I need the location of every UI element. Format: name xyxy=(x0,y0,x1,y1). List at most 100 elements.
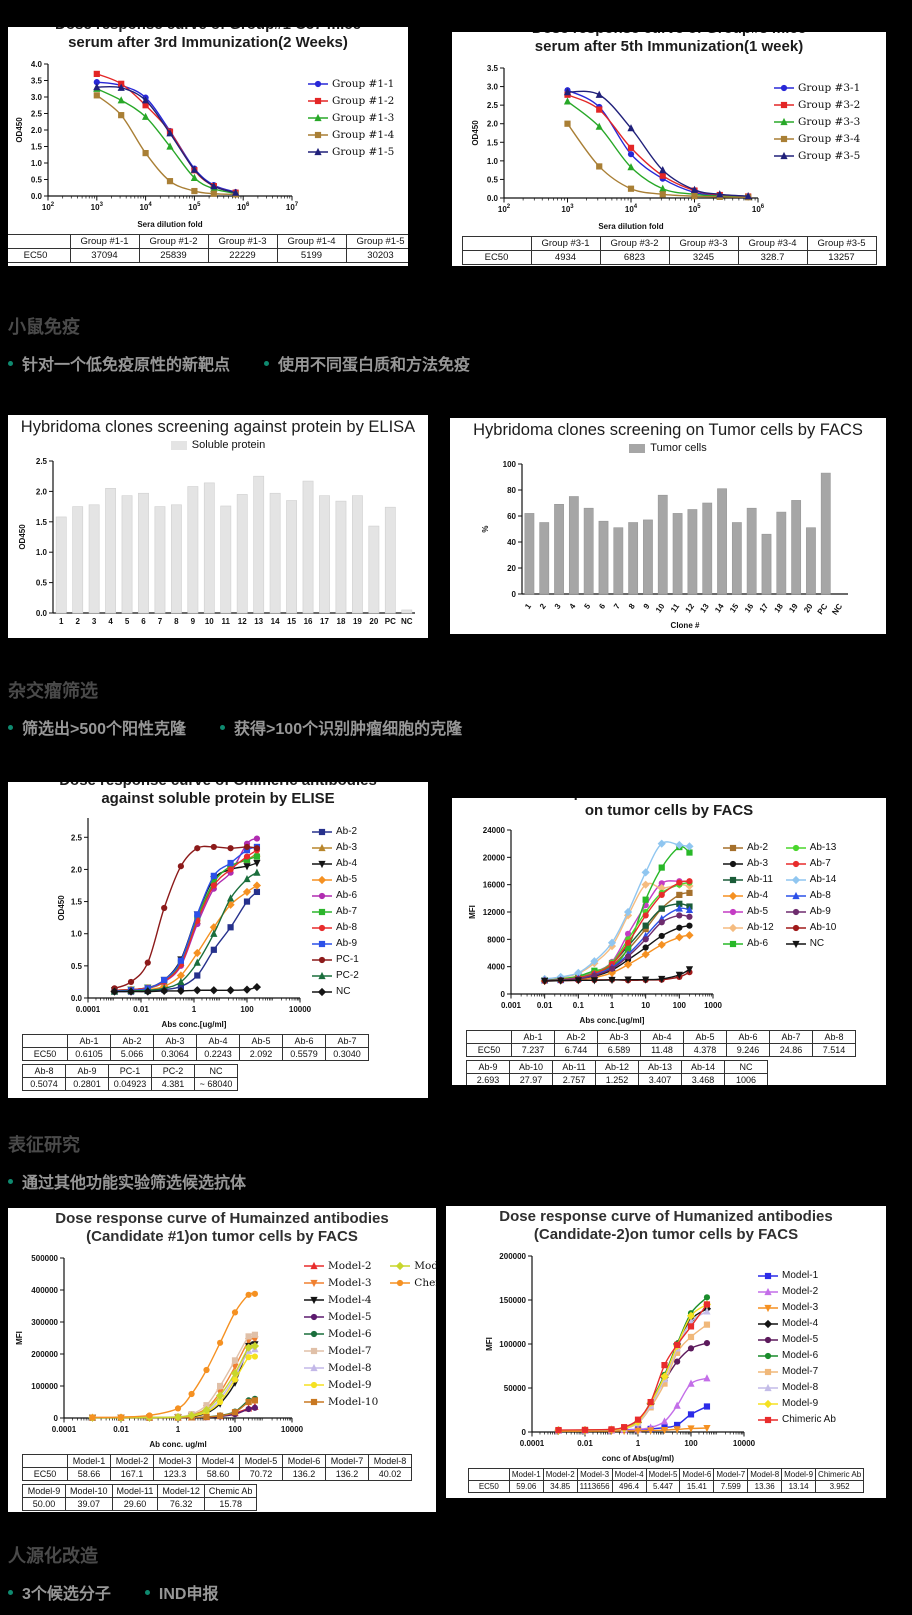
table-header-cell: Ab-9 xyxy=(466,1060,510,1074)
legend-item: Model-9 xyxy=(758,1398,836,1409)
legend-label: Ab-2 xyxy=(747,842,769,853)
svg-text:20: 20 xyxy=(369,617,378,626)
circle-marker-icon xyxy=(758,1336,778,1343)
table-header-cell: Group #1-3 xyxy=(207,234,278,249)
svg-text:1.0: 1.0 xyxy=(36,548,48,557)
legend-label: Model-1 xyxy=(782,1270,819,1281)
legend-item: Ab-3 xyxy=(312,842,359,853)
table-value-cell: 0.2243 xyxy=(196,1047,240,1061)
svg-text:80: 80 xyxy=(507,486,516,495)
svg-text:0.5: 0.5 xyxy=(31,176,43,185)
table-header-cell: Model-12 xyxy=(157,1484,205,1498)
svg-text:0: 0 xyxy=(54,1414,59,1423)
table-header-cell: Model-5 xyxy=(645,1468,681,1481)
legend-item: Group #3-1 xyxy=(774,82,860,94)
table-value-cell: 0.04923 xyxy=(108,1077,152,1091)
ec50-tables: Ab-1 Ab-2 Ab-3 Ab-4 Ab-5 Ab-6 Ab-7 Ab-8 EC50 7.23… xyxy=(452,1030,886,1085)
legend-label: PC-1 xyxy=(336,954,359,965)
triangle-down-marker-icon xyxy=(785,940,806,948)
svg-text:102: 102 xyxy=(498,204,511,214)
chart-legend: Tumor cells xyxy=(629,440,707,456)
legend-label: Ab-8 xyxy=(809,890,831,901)
svg-text:104: 104 xyxy=(625,204,638,214)
legend-label: Ab-9 xyxy=(809,906,831,917)
panel-humanized-candidate1: Dose response curve of Humainzed antibod… xyxy=(8,1208,436,1512)
ec50-table: Model-9 Model-10 Model-11 Model-12 Chemic Ab… xyxy=(22,1484,258,1511)
legend-item: Group #3-4 xyxy=(774,133,860,145)
svg-text:106: 106 xyxy=(752,204,765,214)
legend-item: Group #1-1 xyxy=(308,78,394,90)
circle-marker-icon xyxy=(785,924,806,931)
svg-text:40: 40 xyxy=(507,538,516,547)
legend-item: Model-5 xyxy=(304,1311,378,1323)
table-header-cell: Group #3-4 xyxy=(737,236,808,251)
svg-text:500000: 500000 xyxy=(31,1254,58,1263)
svg-text:100: 100 xyxy=(240,1005,254,1014)
legend-item: Model-2 xyxy=(758,1286,836,1297)
legend-item: Ab-9 xyxy=(785,906,837,917)
table-value-cell: 58.66 xyxy=(67,1467,111,1481)
table-header-cell: Group #1-1 xyxy=(69,234,140,249)
section-bullets: 通过其他功能实验筛选候选抗体 xyxy=(8,1169,246,1193)
table-header-cell: Model-7 xyxy=(713,1468,749,1481)
y-axis-label: % xyxy=(481,525,490,532)
legend-label: Ab-7 xyxy=(809,858,831,869)
chart-title: Dose response curve of Humainzed antibod… xyxy=(8,1208,436,1246)
svg-text:50000: 50000 xyxy=(504,1384,527,1393)
svg-text:0.0: 0.0 xyxy=(487,194,499,203)
svg-text:7: 7 xyxy=(158,617,163,626)
legend-item: Ab-6 xyxy=(312,890,359,901)
legend-item: PC-2 xyxy=(312,970,359,981)
legend-label: Model-3 xyxy=(782,1302,819,1313)
svg-text:1: 1 xyxy=(523,602,533,611)
legend-label: Group #3-4 xyxy=(798,133,861,145)
legend-item: Group #1-5 xyxy=(308,146,394,158)
square-marker-icon xyxy=(723,940,743,947)
legend-label: Soluble protein xyxy=(191,439,266,451)
svg-text:15: 15 xyxy=(287,617,296,626)
bullet-item: 使用不同蛋白质和方法免疫 xyxy=(264,351,470,375)
svg-text:3.0: 3.0 xyxy=(487,83,499,92)
panel-hybridoma-facs: Hybridoma clones screening on Tumor cell… xyxy=(450,418,886,634)
chart-title: Hybridoma clones screening against prote… xyxy=(8,415,428,437)
legend-label: Model-9 xyxy=(328,1379,372,1391)
triangle-down-marker-icon xyxy=(304,1279,324,1288)
table-value-cell: 0.6105 xyxy=(67,1047,111,1061)
circle-marker-icon xyxy=(308,80,328,88)
table-header-cell: Model-9 xyxy=(781,1468,817,1481)
svg-text:19: 19 xyxy=(787,602,800,615)
legend-item: Ab-4 xyxy=(723,890,774,901)
table-value-cell: 40.02 xyxy=(368,1467,412,1481)
legend-item: Model-4 xyxy=(304,1294,378,1306)
svg-text:24000: 24000 xyxy=(483,826,506,835)
diamond-marker-icon xyxy=(723,891,743,900)
panel-group1-serum-elisa: Dose response curve of Group#1 C57 mices… xyxy=(8,14,408,266)
table-header-cell: Model-3 xyxy=(576,1468,613,1481)
table-value-cell: 13.36 xyxy=(747,1480,783,1493)
legend-item: Chimeric Ab xyxy=(758,1414,836,1425)
table-header-cell: Ab-5 xyxy=(239,1034,283,1048)
chart-legend: Model-1 Model-2 Model-3 Model-4 Model-5 Model… xyxy=(758,1244,850,1425)
circle-marker-icon xyxy=(312,892,332,899)
table-value-cell: 5.447 xyxy=(645,1480,681,1493)
table-header-cell: Ab-1 xyxy=(511,1030,555,1044)
table-header-cell: Ab-2 xyxy=(554,1030,598,1044)
legend-item: Ab-3 xyxy=(723,858,774,869)
title-occluder xyxy=(452,18,886,32)
svg-text:1.0: 1.0 xyxy=(71,930,83,939)
svg-text:1.5: 1.5 xyxy=(31,143,43,152)
circle-marker-icon xyxy=(304,1313,324,1321)
svg-text:0.0: 0.0 xyxy=(31,192,43,201)
legend-label: Model-6 xyxy=(328,1328,372,1340)
chart-title-line: (Candidate-2)on tumor cells by FACS xyxy=(533,1226,799,1243)
legend-item: Model-5 xyxy=(758,1334,836,1345)
table-value-cell: 0.5579 xyxy=(282,1047,326,1061)
svg-text:2.0: 2.0 xyxy=(71,865,83,874)
legend-label: Ab-3 xyxy=(336,842,358,853)
table-header-cell: Ab-2 xyxy=(110,1034,154,1048)
section-heading: 人源化改造 xyxy=(8,1546,98,1566)
table-value-cell: 22229 xyxy=(207,248,278,263)
legend-label: Ab-11 xyxy=(747,874,773,885)
svg-text:12: 12 xyxy=(238,617,247,626)
legend-label: Group #1-1 xyxy=(332,78,395,90)
